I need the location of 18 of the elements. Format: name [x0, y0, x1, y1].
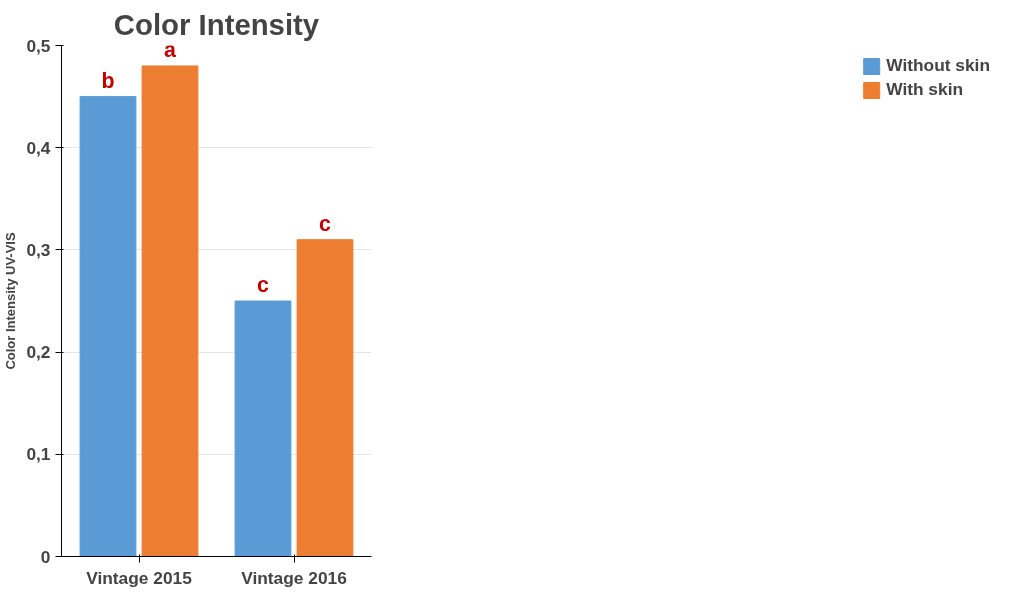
y-tick-label: 0,5 — [26, 35, 51, 56]
y-tick-label: 0,1 — [26, 444, 51, 465]
y-tick-label: 0,2 — [26, 342, 51, 363]
y-axis-title: Color Intensity UV-VIS — [3, 232, 19, 370]
annotation: c — [319, 211, 332, 236]
y-tick-label: 0,4 — [26, 137, 51, 158]
bar — [79, 96, 137, 557]
y-tick-label: 0,3 — [26, 239, 51, 260]
legend-label: With skin — [886, 79, 964, 100]
y-tick-label: 0 — [40, 546, 51, 567]
x-tick-label: Vintage 2016 — [241, 567, 348, 588]
annotation: c — [257, 273, 270, 297]
legend-label: Without skin — [886, 55, 990, 76]
bar — [296, 239, 354, 557]
annotation: b — [101, 68, 115, 93]
bar — [141, 65, 199, 557]
bar — [234, 300, 292, 557]
x-tick-label: Vintage 2015 — [86, 567, 193, 588]
